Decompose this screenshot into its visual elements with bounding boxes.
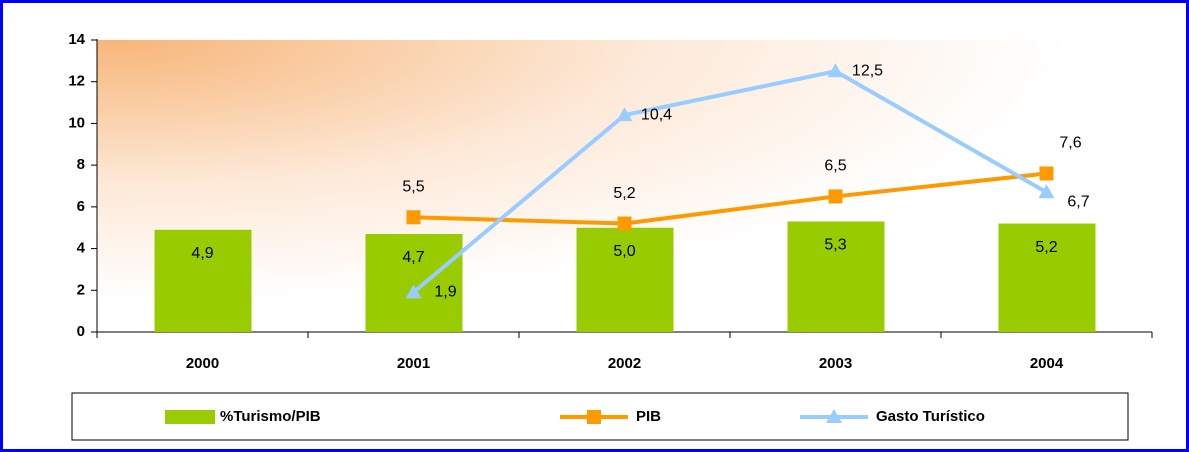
y-tick-label: 8 [77,156,85,173]
line-marker [828,189,843,204]
line [413,171,1047,226]
bar [365,233,463,332]
bar-value-label: 5,0 [613,243,635,260]
x-tick-label: 2002 [608,355,641,372]
line-marker [616,107,633,122]
y-tick-label: 4 [77,240,86,257]
legend-label: Gasto Turístico [876,408,985,425]
legend-label: PIB [636,408,661,425]
bar-value-label: 5,3 [824,237,846,254]
line-value-label: 5,2 [613,185,635,202]
x-tick-label: 2004 [1030,355,1064,372]
bar-value-label: 4,7 [402,249,424,266]
line-value-label: 7,6 [1059,135,1081,152]
bar [998,223,1096,332]
line-value-label: 12,5 [852,63,883,80]
legend-marker [587,410,601,424]
x-tick-label: 2001 [397,355,430,372]
line-marker [406,210,421,225]
legend-label: %Turismo/PIB [220,408,321,425]
y-tick-label: 0 [77,323,85,340]
y-tick-label: 2 [77,281,85,298]
bar-value-label: 5,2 [1035,239,1057,256]
legend-swatch [165,410,215,424]
line [412,69,1048,294]
line-marker [405,284,422,299]
line-value-label: 5,5 [402,179,424,196]
y-tick-label: 10 [68,114,85,131]
line-value-label: 6,5 [824,158,846,175]
line-marker [1039,166,1054,181]
y-tick-label: 6 [77,198,85,215]
line-value-label: 10,4 [641,106,672,123]
line-marker [617,216,632,231]
legend-marker [826,409,842,423]
bar [787,221,885,332]
line-value-label: 1,9 [434,284,456,301]
x-tick-label: 2003 [819,355,852,372]
line-marker [1038,184,1055,199]
x-tick-label: 2000 [186,355,219,372]
y-tick-label: 12 [68,73,85,90]
bar-value-label: 4,9 [191,245,213,262]
bar [576,227,674,332]
line-marker [827,63,844,78]
line-value-label: 6,7 [1067,193,1089,210]
y-tick-label: 14 [68,31,85,48]
bar [154,229,252,332]
